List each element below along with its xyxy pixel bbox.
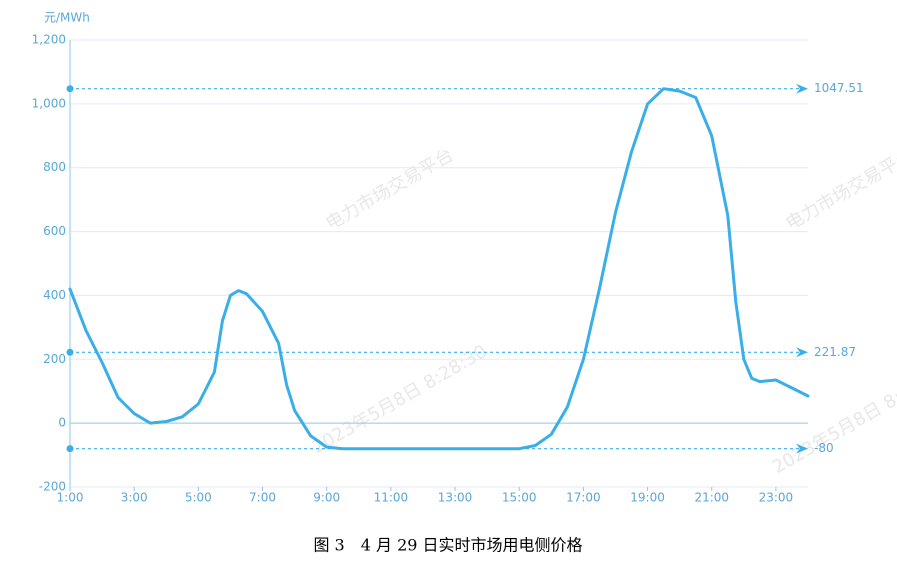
watermark: 电力市场交易平台 bbox=[782, 144, 897, 234]
x-tick-label: 5:00 bbox=[185, 491, 212, 505]
y-unit: 元/MWh bbox=[44, 11, 90, 25]
x-tick-label: 15:00 bbox=[502, 491, 537, 505]
mark-label: 1047.51 bbox=[814, 81, 864, 95]
x-tick-label: 11:00 bbox=[374, 491, 409, 505]
x-tick-label: 13:00 bbox=[438, 491, 473, 505]
mark-dot bbox=[66, 85, 74, 93]
mark-label: 221.87 bbox=[814, 345, 856, 359]
y-tick-label: 800 bbox=[43, 160, 66, 174]
x-tick-label: 7:00 bbox=[249, 491, 276, 505]
watermark: 2023年5月8日 8:28:30 bbox=[769, 361, 897, 478]
mark-arrow bbox=[796, 443, 808, 454]
x-tick-label: 1:00 bbox=[57, 491, 84, 505]
x-tick-label: 21:00 bbox=[694, 491, 729, 505]
y-tick-label: 0 bbox=[58, 416, 66, 430]
y-tick-label: 400 bbox=[43, 288, 66, 302]
watermark: 2023年5月8日 8:28:30 bbox=[309, 341, 491, 458]
x-tick-label: 9:00 bbox=[313, 491, 340, 505]
mark-arrow bbox=[796, 83, 808, 94]
watermark: 电力市场交易平台 bbox=[322, 144, 457, 234]
mark-label: -80 bbox=[814, 441, 834, 455]
y-tick-label: 600 bbox=[43, 224, 66, 238]
x-tick-label: 17:00 bbox=[566, 491, 601, 505]
y-tick-label: -200 bbox=[39, 480, 66, 494]
y-tick-label: 1,000 bbox=[32, 96, 66, 110]
caption: 图 3 4 月 29 日实时市场用电侧价格 bbox=[313, 536, 582, 555]
mark-dot bbox=[66, 348, 74, 356]
y-tick-label: 200 bbox=[43, 352, 66, 366]
mark-arrow bbox=[796, 347, 808, 358]
x-tick-label: 19:00 bbox=[630, 491, 665, 505]
mark-dot bbox=[66, 445, 74, 453]
x-tick-label: 23:00 bbox=[759, 491, 794, 505]
x-tick-label: 3:00 bbox=[121, 491, 148, 505]
price-line bbox=[68, 87, 810, 451]
y-tick-label: 1,200 bbox=[32, 33, 66, 47]
